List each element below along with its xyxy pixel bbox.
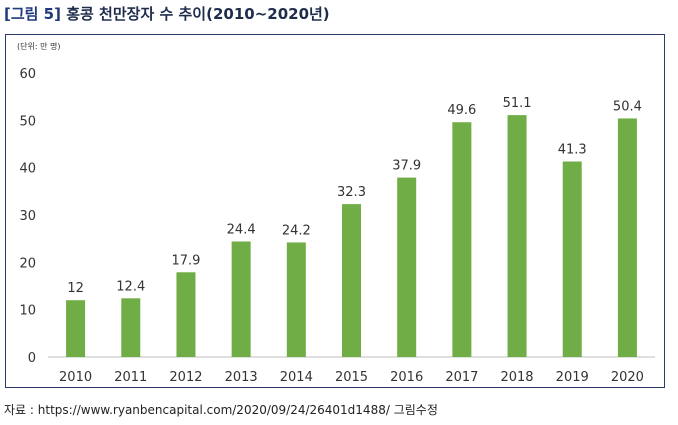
x-tick-label-2015: 2015	[335, 370, 368, 385]
figure-title: [그림 5] 홍콩 천만장자 수 추이(2010~2020년)	[4, 3, 330, 24]
x-tick-label-2013: 2013	[225, 370, 258, 385]
data-label-2013: 24.4	[227, 223, 256, 238]
x-tick-label-2019: 2019	[556, 370, 589, 385]
source-note: 자료 : https://www.ryanbencapital.com/2020…	[4, 403, 438, 417]
bar-2017	[452, 122, 472, 357]
data-label-2014: 24.2	[282, 223, 311, 238]
x-tick-label-2018: 2018	[500, 370, 533, 385]
bar-2018	[507, 115, 527, 357]
bar-2013	[231, 241, 251, 357]
data-label-2017: 49.6	[447, 103, 476, 118]
bar-2011	[121, 298, 141, 357]
figure-tag: [그림 5]	[4, 5, 61, 23]
data-label-2019: 41.3	[558, 143, 587, 158]
bar-2014	[286, 242, 306, 357]
figure-title-text: 홍콩 천만장자 수 추이(2010~2020년)	[66, 5, 330, 23]
y-tick-label: 20	[19, 256, 36, 271]
bar-2019	[562, 161, 582, 357]
x-tick-label-2020: 2020	[611, 370, 644, 385]
x-tick-label-2010: 2010	[59, 370, 92, 385]
y-tick-label: 40	[19, 162, 36, 177]
bar-2020	[617, 118, 637, 357]
data-label-2015: 32.3	[337, 185, 366, 200]
y-tick-label: 50	[19, 114, 36, 129]
data-label-2011: 12.4	[116, 279, 145, 294]
x-tick-label-2012: 2012	[169, 370, 202, 385]
bar-2015	[342, 204, 361, 357]
unit-label: (단위: 만 명)	[17, 42, 61, 51]
y-tick-label: 10	[19, 304, 36, 319]
bar-2012	[176, 272, 196, 357]
bar-2010	[66, 300, 86, 357]
x-tick-label-2017: 2017	[445, 370, 478, 385]
bar-2016	[397, 177, 417, 357]
data-label-2020: 50.4	[613, 99, 642, 114]
y-tick-label: 60	[19, 67, 36, 82]
data-label-2016: 37.9	[392, 159, 421, 174]
x-tick-label-2011: 2011	[114, 370, 147, 385]
data-label-2018: 51.1	[503, 96, 532, 111]
data-label-2010: 12	[67, 281, 84, 296]
y-tick-label: 0	[28, 351, 36, 366]
data-label-2012: 17.9	[171, 253, 200, 268]
chart-frame	[5, 34, 665, 388]
x-tick-label-2016: 2016	[390, 370, 423, 385]
y-tick-label: 30	[19, 209, 36, 224]
x-tick-label-2014: 2014	[280, 370, 313, 385]
